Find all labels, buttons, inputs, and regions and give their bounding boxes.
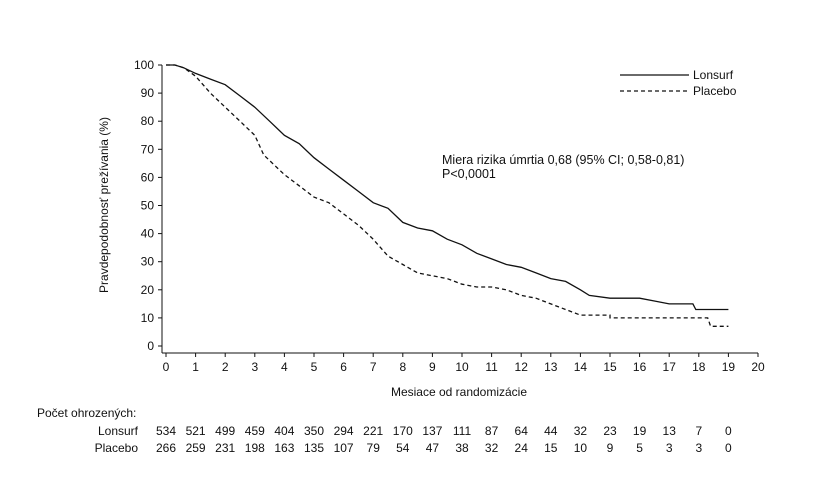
risk-value: 198 (245, 441, 265, 455)
x-tick-label: 15 (603, 360, 617, 374)
risk-value: 221 (363, 424, 383, 438)
x-tick-label: 4 (281, 360, 288, 374)
risk-value: 459 (245, 424, 265, 438)
risk-value: 0 (725, 424, 732, 438)
y-tick-label: 20 (141, 283, 155, 297)
y-tick-label: 50 (141, 199, 155, 213)
p-value-text: P<0,0001 (442, 167, 496, 181)
risk-value: 231 (215, 441, 235, 455)
y-axis-label: Pravdepodobnosť prežívania (%) (97, 117, 111, 293)
y-tick-label: 60 (141, 170, 155, 184)
risk-value: 24 (515, 441, 529, 455)
x-tick-label: 14 (574, 360, 588, 374)
risk-value: 107 (334, 441, 354, 455)
risk-value: 5 (636, 441, 643, 455)
x-tick-label: 11 (485, 360, 498, 374)
risk-table: Lonsurf 534 521 499 459 404 350 294 221 170 137 111… (95, 424, 732, 455)
risk-value: 44 (544, 424, 558, 438)
legend: Lonsurf Placebo (620, 68, 737, 98)
x-tick-label: 13 (544, 360, 558, 374)
x-tick-label: 6 (340, 360, 347, 374)
x-tick-label: 17 (663, 360, 677, 374)
risk-value: 38 (455, 441, 469, 455)
risk-value: 54 (396, 441, 410, 455)
y-tick-label: 30 (141, 255, 155, 269)
risk-value: 294 (334, 424, 354, 438)
risk-value: 19 (633, 424, 647, 438)
series-line-lonsurf (166, 64, 729, 311)
x-tick-label: 3 (251, 360, 258, 374)
risk-value: 350 (304, 424, 324, 438)
risk-value: 404 (274, 424, 294, 438)
y-tick-label: 0 (147, 339, 154, 353)
x-tick-label: 5 (311, 360, 318, 374)
risk-value: 163 (274, 441, 294, 455)
x-tick-label: 12 (515, 360, 529, 374)
risk-value: 87 (485, 424, 499, 438)
risk-value: 23 (603, 424, 617, 438)
x-tick-label: 0 (163, 360, 170, 374)
risk-value: 15 (544, 441, 558, 455)
risk-value: 10 (574, 441, 588, 455)
risk-value: 3 (695, 441, 702, 455)
y-tick-label: 100 (134, 58, 154, 72)
x-tick-label: 2 (222, 360, 229, 374)
x-tick-label: 16 (633, 360, 647, 374)
x-tick-label: 7 (370, 360, 377, 374)
risk-value: 259 (186, 441, 206, 455)
risk-value: 32 (574, 424, 588, 438)
risk-value: 47 (426, 441, 440, 455)
x-tick-label: 20 (751, 360, 765, 374)
hazard-ratio-text: Miera rizika úmrtia 0,68 (95% CI; 0,58-0… (442, 153, 684, 167)
x-tick-label: 18 (692, 360, 706, 374)
risk-value: 3 (666, 441, 673, 455)
risk-value: 7 (695, 424, 702, 438)
y-tick-label: 80 (141, 114, 155, 128)
risk-value: 32 (485, 441, 499, 455)
x-tick-label: 10 (455, 360, 469, 374)
y-tick-label: 70 (141, 142, 155, 156)
risk-value: 111 (453, 424, 472, 438)
legend-label-placebo: Placebo (693, 84, 737, 98)
x-tick-label: 1 (192, 360, 199, 374)
y-tick-label: 40 (141, 227, 155, 241)
risk-row-label: Lonsurf (98, 424, 139, 438)
risk-table-title: Počet ohrozených: (37, 406, 136, 420)
x-tick-label: 9 (429, 360, 436, 374)
risk-value: 135 (304, 441, 324, 455)
legend-label-lonsurf: Lonsurf (693, 68, 734, 82)
risk-value: 79 (367, 441, 381, 455)
risk-value: 13 (663, 424, 677, 438)
series-line-placebo (166, 64, 729, 327)
risk-value: 64 (515, 424, 529, 438)
risk-value: 521 (186, 424, 206, 438)
risk-value: 499 (215, 424, 235, 438)
risk-row-label: Placebo (95, 441, 139, 455)
x-tick-label: 19 (722, 360, 736, 374)
risk-value: 137 (422, 424, 442, 438)
survival-curves (166, 64, 729, 327)
y-tick-label: 90 (141, 86, 155, 100)
annotation: Miera rizika úmrtia 0,68 (95% CI; 0,58-0… (442, 153, 684, 181)
x-axis-label: Mesiace od randomizácie (391, 385, 527, 399)
x-tick-label: 8 (399, 360, 406, 374)
risk-value: 9 (607, 441, 614, 455)
y-tick-label: 10 (141, 311, 155, 325)
risk-value: 0 (725, 441, 732, 455)
risk-value: 266 (156, 441, 176, 455)
risk-value: 534 (156, 424, 176, 438)
risk-value: 170 (393, 424, 413, 438)
